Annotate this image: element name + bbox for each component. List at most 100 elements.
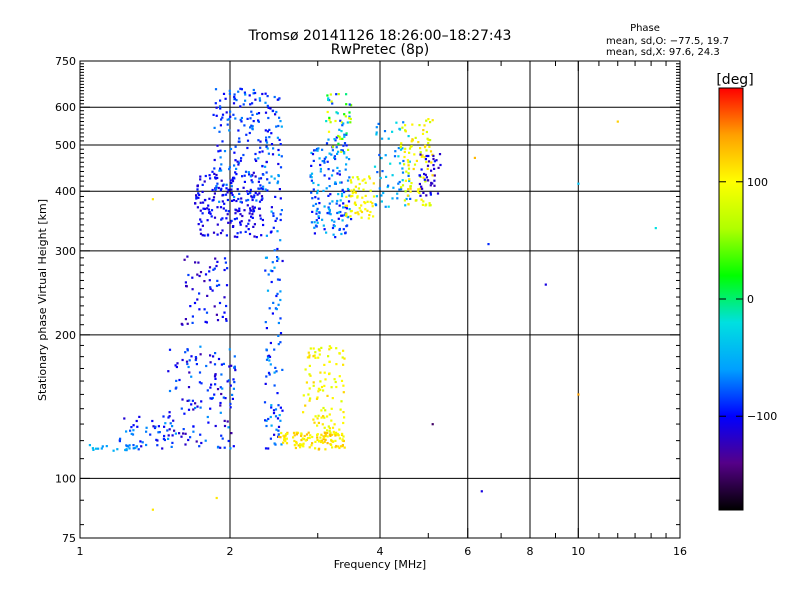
data-point [221, 229, 224, 232]
data-point [185, 285, 188, 288]
data-point [232, 199, 235, 202]
data-point [436, 192, 440, 195]
data-point [429, 193, 432, 196]
data-point [387, 184, 390, 187]
data-point [280, 443, 283, 446]
data-point [219, 386, 222, 389]
data-point [322, 435, 325, 438]
y-tick-label: 400 [55, 185, 76, 198]
data-point [249, 103, 252, 106]
data-point [308, 354, 311, 357]
data-point [233, 355, 236, 358]
data-point [307, 393, 310, 396]
data-point [327, 168, 330, 171]
data-point [372, 215, 375, 218]
data-point [256, 112, 259, 115]
data-point [328, 116, 331, 119]
data-point [326, 110, 329, 114]
data-point [251, 198, 254, 202]
data-point [353, 191, 356, 194]
data-point [213, 375, 217, 378]
y-tick-label: 500 [55, 139, 76, 152]
data-point [223, 257, 227, 260]
x-tick-label: 6 [464, 545, 471, 558]
data-point [213, 158, 216, 162]
data-point [187, 386, 191, 389]
data-point [245, 199, 248, 202]
data-point [220, 392, 223, 396]
data-point [430, 161, 433, 164]
data-point [277, 429, 280, 432]
data-point [141, 441, 144, 444]
data-point [178, 378, 181, 382]
data-point [216, 279, 219, 282]
data-point [264, 165, 267, 168]
data-point [130, 432, 133, 435]
data-point [273, 384, 276, 387]
data-point [199, 406, 202, 409]
data-point [302, 445, 305, 448]
data-point [334, 380, 337, 384]
data-point [259, 177, 263, 180]
data-point [345, 132, 348, 135]
data-point [224, 397, 227, 400]
data-point [328, 177, 331, 180]
data-point [344, 115, 347, 118]
data-point [295, 440, 298, 444]
data-point [251, 181, 254, 184]
data-point [413, 153, 416, 156]
data-point [241, 175, 244, 178]
data-point [275, 370, 278, 373]
data-point [340, 400, 343, 403]
data-point [317, 448, 320, 451]
data-point [403, 155, 406, 159]
data-point [368, 177, 371, 180]
data-point [421, 132, 425, 135]
data-point [272, 147, 275, 150]
data-point [272, 301, 275, 304]
data-point [249, 175, 252, 178]
data-point [327, 355, 330, 358]
data-point [351, 176, 354, 179]
data-point [191, 288, 194, 291]
data-point [424, 144, 427, 147]
data-point [331, 226, 335, 230]
data-point [411, 123, 414, 126]
data-point [332, 169, 335, 172]
data-point [260, 234, 263, 237]
data-point [308, 436, 311, 440]
data-point [252, 88, 255, 92]
data-point [313, 149, 316, 152]
data-point [251, 125, 254, 128]
data-point [277, 433, 280, 436]
data-point [412, 167, 415, 171]
data-point [319, 388, 322, 391]
data-point [296, 431, 299, 434]
data-point [219, 149, 222, 152]
data-point [342, 391, 345, 394]
data-point [151, 419, 154, 423]
data-point [354, 211, 357, 215]
data-point [409, 190, 412, 193]
data-point [317, 421, 320, 424]
data-point [342, 421, 345, 425]
data-point [221, 140, 224, 143]
data-point [230, 364, 233, 367]
data-point [400, 188, 403, 191]
data-point [329, 121, 332, 124]
data-point [433, 167, 436, 170]
data-point [335, 136, 338, 139]
data-point [349, 179, 352, 182]
data-point [401, 167, 404, 170]
data-point [249, 209, 252, 212]
data-point [308, 373, 311, 376]
data-point [235, 199, 238, 203]
data-point [216, 319, 220, 322]
data-point [337, 434, 340, 437]
data-point [232, 176, 235, 179]
data-point [294, 443, 297, 446]
data-point [364, 194, 367, 197]
data-point [408, 160, 411, 163]
data-point [277, 303, 280, 306]
data-point [340, 181, 343, 184]
